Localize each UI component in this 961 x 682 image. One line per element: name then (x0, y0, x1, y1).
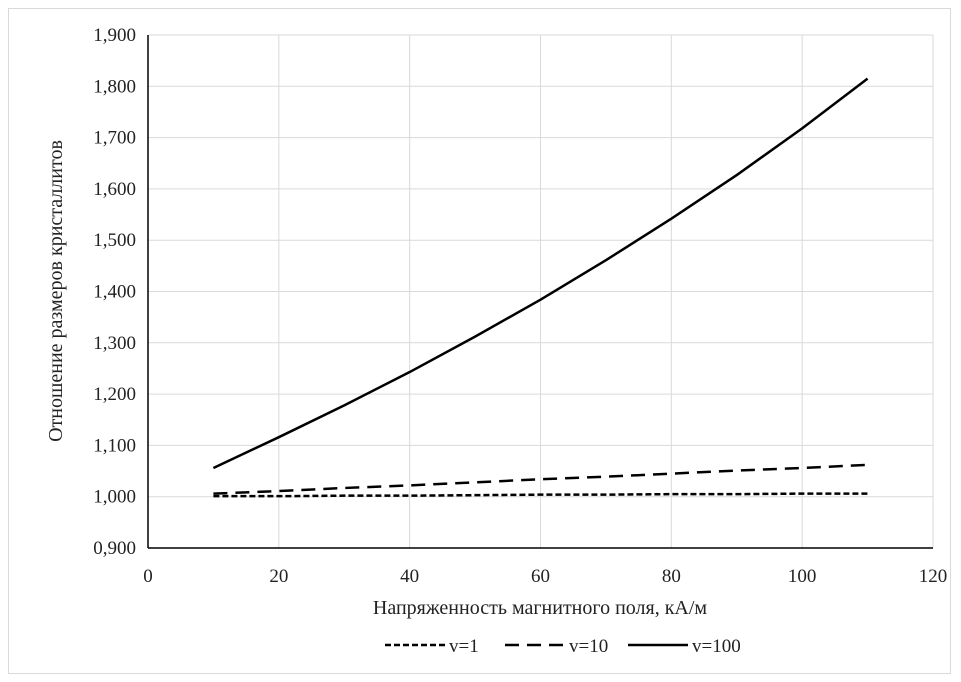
y-tick-label: 1,300 (93, 333, 136, 354)
axes (147, 35, 933, 549)
y-tick-label: 1,100 (93, 435, 136, 456)
x-tick-labels: 0 20 40 60 80 100 120 (143, 566, 947, 587)
legend-label: v=1 (449, 636, 479, 657)
series-lines (212, 77, 869, 498)
y-tick-label: 1,200 (93, 384, 136, 405)
x-axis-title: Напряженность магнитного поля, кА/м (373, 597, 708, 619)
y-tick-label: 1,400 (93, 282, 136, 303)
chart-frame (8, 8, 951, 674)
y-tick-labels: 0,900 1,000 1,100 1,200 1,300 1,400 1,500 1,600… (93, 25, 136, 559)
x-tick-label: 0 (143, 566, 153, 587)
y-tick-label: 0,900 (93, 538, 136, 559)
x-tick-label: 100 (788, 566, 817, 587)
x-tick-label: 40 (400, 566, 419, 587)
y-tick-label: 1,700 (93, 128, 136, 149)
y-tick-label: 1,800 (93, 76, 136, 97)
legend-label: v=10 (569, 636, 608, 657)
x-tick-label: 60 (531, 566, 550, 587)
x-tick-label: 80 (662, 566, 681, 587)
y-tick-label: 1,500 (93, 230, 136, 251)
series-line-v-100 (212, 77, 869, 470)
series-line-v-1 (213, 492, 868, 498)
x-tick-label: 120 (919, 566, 948, 587)
y-tick-label: 1,600 (93, 179, 136, 200)
legend: v=1 v=10 v=100 (385, 636, 741, 657)
y-tick-label: 1,000 (93, 487, 136, 508)
y-tick-label: 1,900 (93, 25, 136, 46)
x-tick-label: 20 (269, 566, 288, 587)
y-axis-title: Отношение размеров кристаллитов (45, 140, 67, 442)
grid-lines (148, 34, 934, 548)
legend-label: v=100 (692, 636, 741, 657)
